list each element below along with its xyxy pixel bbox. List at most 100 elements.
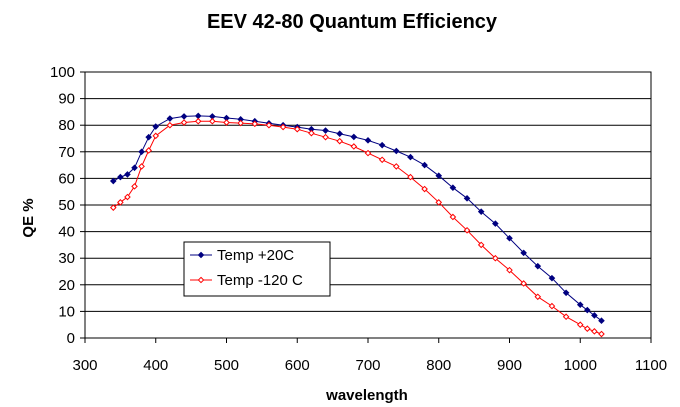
y-tick-label: 60 — [58, 170, 75, 187]
data-point — [117, 173, 124, 181]
data-point — [492, 254, 499, 262]
data-point — [350, 133, 358, 141]
series-layer — [109, 112, 605, 338]
data-point — [591, 328, 598, 335]
legend-entry-label: Temp +20C — [217, 247, 294, 264]
data-point — [548, 274, 556, 282]
data-point — [435, 172, 443, 180]
legend-swatch-marker — [197, 251, 205, 259]
data-point — [308, 129, 315, 137]
data-point — [364, 137, 372, 144]
x-axis: 300 400 500 600 700 800 900 1000 1100 — [72, 338, 667, 374]
data-point — [145, 147, 152, 154]
data-point — [506, 234, 513, 242]
data-point — [322, 133, 329, 141]
data-point — [477, 208, 485, 215]
data-point — [548, 302, 556, 310]
y-tick-label: 70 — [58, 144, 75, 161]
data-point — [265, 121, 273, 129]
data-point — [477, 241, 485, 249]
y-tick-label: 20 — [58, 277, 75, 294]
data-point — [392, 163, 400, 170]
data-point — [492, 220, 499, 227]
data-point — [124, 193, 131, 201]
data-point — [350, 143, 358, 150]
data-point — [584, 325, 591, 332]
x-tick-label: 500 — [214, 357, 239, 374]
series-line — [113, 115, 602, 322]
data-point — [223, 119, 230, 126]
gridlines — [85, 71, 651, 339]
data-point — [131, 183, 138, 190]
data-point — [279, 123, 287, 131]
x-axis-label: wavelength — [325, 387, 408, 404]
data-point — [449, 184, 457, 192]
legend-box — [183, 241, 331, 297]
x-tick-label: 300 — [72, 357, 97, 374]
data-point — [180, 119, 188, 126]
data-point — [138, 163, 145, 170]
data-point — [194, 112, 202, 120]
data-point — [194, 117, 202, 125]
x-tick-label: 1000 — [564, 357, 597, 374]
y-tick-label: 100 — [50, 64, 75, 81]
x-tick-label: 1100 — [635, 357, 667, 374]
data-point — [421, 185, 428, 193]
data-point — [378, 141, 386, 149]
data-point — [336, 137, 344, 145]
data-point — [166, 121, 174, 129]
data-point — [117, 199, 124, 206]
y-tick-label: 0 — [67, 330, 75, 347]
x-tick-label: 700 — [355, 357, 380, 374]
data-point — [463, 226, 471, 234]
y-axis: 0 10 20 30 40 50 60 70 80 90 100 — [50, 64, 85, 347]
data-point — [449, 213, 457, 221]
y-tick-label: 80 — [58, 117, 75, 134]
legend-swatch-marker — [197, 276, 205, 284]
data-point — [598, 330, 605, 338]
data-point — [322, 127, 329, 134]
data-point — [435, 199, 443, 206]
data-point — [145, 133, 152, 141]
data-point — [209, 117, 216, 125]
data-point — [407, 153, 414, 161]
data-point — [576, 301, 584, 309]
data-point — [534, 293, 542, 301]
y-tick-label: 90 — [58, 91, 75, 108]
legend-entry-label: Temp -120 C — [217, 272, 303, 289]
data-point — [251, 120, 259, 128]
data-point — [584, 306, 591, 314]
series-1 — [109, 112, 605, 325]
data-point — [180, 113, 188, 120]
series-2 — [109, 117, 605, 338]
data-point — [562, 313, 570, 321]
data-point — [392, 147, 400, 155]
y-tick-label: 40 — [58, 224, 75, 241]
data-point — [598, 317, 605, 325]
data-point — [166, 115, 174, 122]
data-point — [109, 177, 117, 185]
data-point — [407, 173, 414, 181]
data-point — [576, 321, 584, 329]
data-point — [591, 312, 598, 319]
y-axis-label: QE % — [20, 198, 37, 237]
data-point — [109, 204, 117, 211]
x-tick-label: 800 — [426, 357, 451, 374]
data-point — [378, 156, 386, 164]
data-point — [520, 249, 527, 257]
y-tick-label: 50 — [58, 197, 75, 214]
data-point — [293, 125, 301, 133]
y-tick-label: 30 — [58, 250, 75, 267]
data-point — [562, 289, 570, 297]
x-tick-label: 900 — [497, 357, 522, 374]
data-point — [152, 132, 160, 140]
data-point — [138, 148, 145, 156]
data-point — [421, 161, 428, 169]
data-point — [520, 280, 527, 287]
data-point — [336, 130, 344, 138]
data-point — [131, 164, 138, 172]
y-tick-label: 10 — [58, 303, 75, 320]
x-tick-label: 400 — [143, 357, 168, 374]
data-point — [463, 195, 471, 202]
